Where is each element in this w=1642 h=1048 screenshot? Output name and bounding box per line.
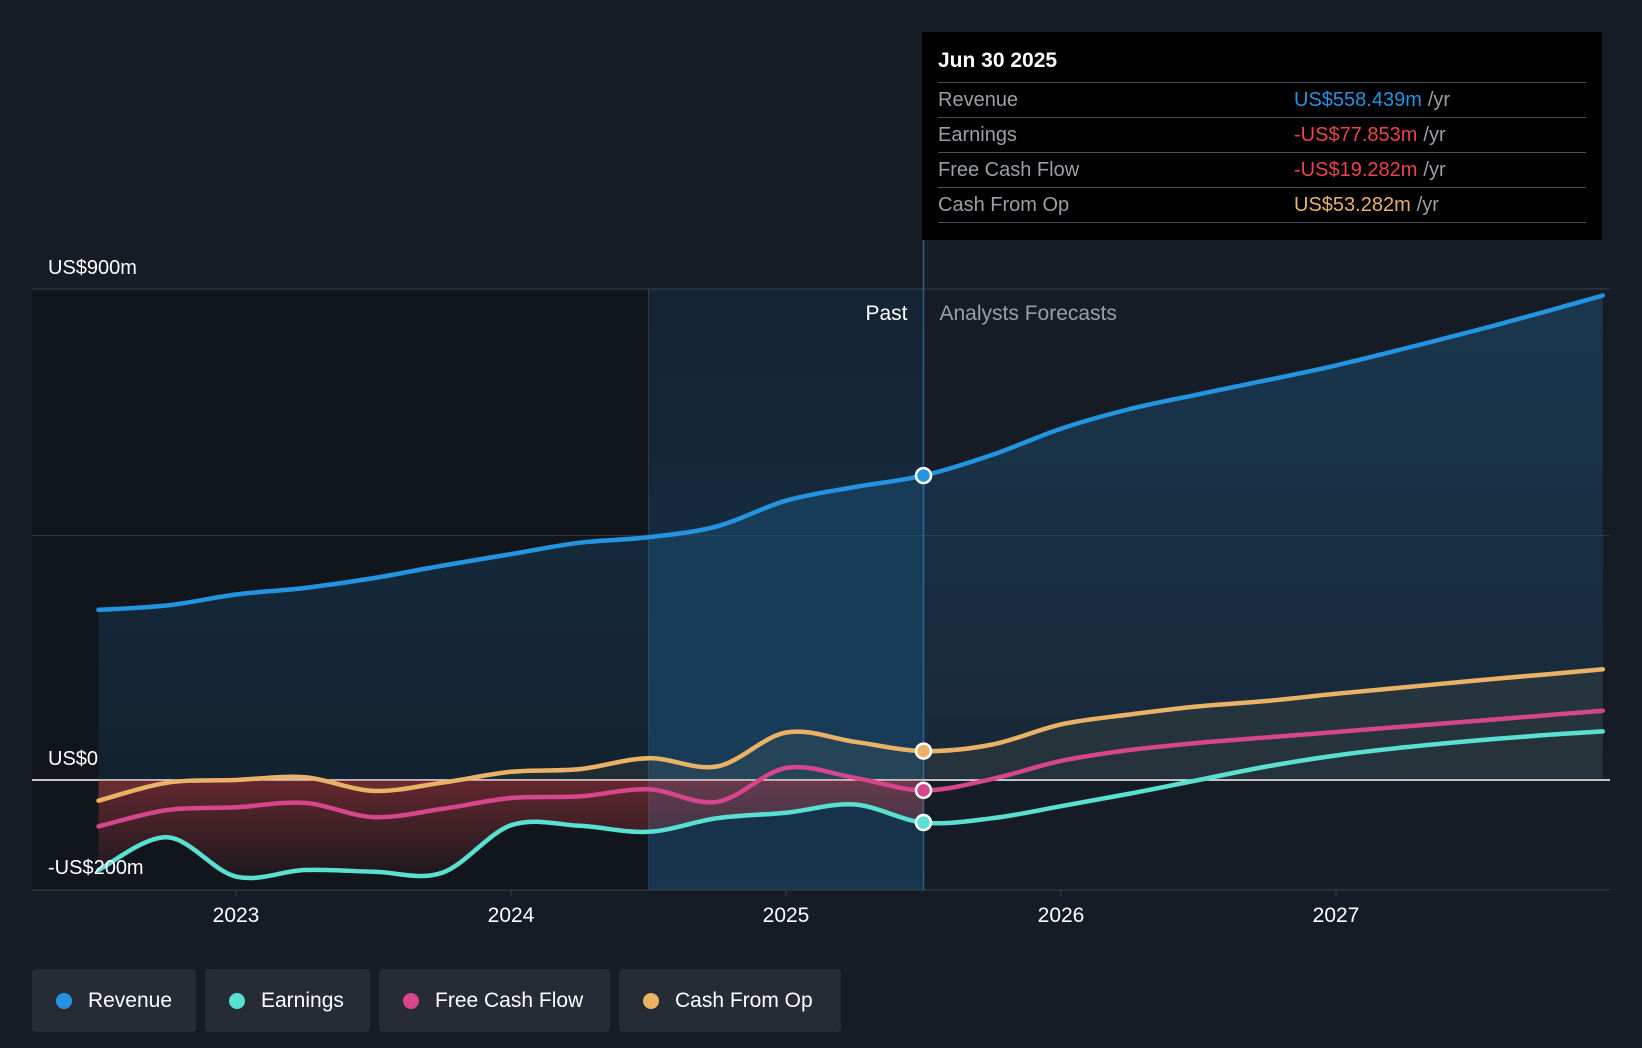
tooltip-label: Free Cash Flow — [938, 159, 1080, 181]
free-cash-flow-marker — [914, 781, 933, 800]
tooltip-value: US$53.282m — [1294, 194, 1411, 216]
cash-from-op-marker — [914, 742, 933, 760]
tooltip-value: US$558.439m — [1294, 89, 1422, 111]
tooltip-date: Jun 30 2025 — [938, 46, 1586, 83]
earnings-marker — [914, 813, 933, 832]
past-label: Past — [865, 302, 907, 325]
legend-item-free-cash-flow[interactable]: Free Cash Flow — [379, 969, 610, 1032]
revenue-dot-icon — [56, 992, 72, 1009]
cash-from-op-area — [98, 669, 1603, 801]
tooltip-value: -US$19.282m — [1294, 159, 1418, 181]
tooltip-unit: /yr — [1427, 89, 1451, 111]
cash-from-op-line — [96, 667, 1606, 803]
tooltip-row-free-cash-flow: Free Cash Flow -US$19.282m/yr — [938, 153, 1586, 188]
legend-label: Free Cash Flow — [435, 988, 584, 1012]
free-cash-flow-line — [96, 708, 1606, 829]
x-tick-label: 2024 — [488, 904, 535, 927]
x-tick-label: 2027 — [1313, 904, 1360, 927]
y-tick-label: US$0 — [48, 748, 98, 770]
tooltip-label: Cash From Op — [938, 194, 1070, 216]
tooltip-row-cash-from-op: Cash From Op US$53.282m/yr — [938, 188, 1586, 223]
x-tick-label: 2026 — [1038, 904, 1085, 927]
tooltip-row-revenue: Revenue US$558.439m/yr — [938, 83, 1586, 118]
legend-label: Cash From Op — [675, 988, 813, 1012]
legend-label: Revenue — [87, 988, 172, 1012]
free-cash-flow-dot-icon — [403, 992, 419, 1009]
earnings-line — [96, 729, 1606, 881]
legend: Revenue Earnings Free Cash Flow Cash Fro… — [32, 969, 841, 1032]
tooltip-row-earnings: Earnings -US$77.853m/yr — [938, 118, 1586, 153]
tooltip-label: Earnings — [938, 124, 1017, 146]
legend-label: Earnings — [261, 988, 344, 1012]
x-tick-label: 2025 — [763, 904, 810, 927]
tooltip-unit: /yr — [1423, 124, 1446, 146]
tooltip-value: -US$77.853m — [1294, 124, 1418, 146]
revenue-line — [96, 293, 1606, 613]
forecast-label: Analysts Forecasts — [940, 302, 1117, 325]
legend-item-earnings[interactable]: Earnings — [205, 969, 370, 1032]
legend-item-cash-from-op[interactable]: Cash From Op — [619, 969, 841, 1032]
tooltip-unit: /yr — [1423, 159, 1446, 181]
y-tick-label: -US$200m — [48, 857, 144, 879]
revenue-marker — [914, 466, 933, 485]
legend-item-revenue[interactable]: Revenue — [32, 969, 196, 1032]
y-tick-label: US$900m — [48, 257, 137, 279]
tooltip-label: Revenue — [938, 89, 1019, 111]
cash-from-op-dot-icon — [643, 992, 659, 1009]
earnings-dot-icon — [229, 992, 245, 1009]
tooltip-unit: /yr — [1416, 194, 1439, 216]
tooltip: Jun 30 2025 Revenue US$558.439m/yr Earni… — [922, 32, 1602, 240]
revenue-area — [98, 295, 1603, 780]
earnings-revenue-chart: US$900m US$0 -US$200m 2023 2024 2025 2026 2027 P… — [32, 240, 1610, 927]
x-tick-label: 2023 — [213, 904, 260, 927]
